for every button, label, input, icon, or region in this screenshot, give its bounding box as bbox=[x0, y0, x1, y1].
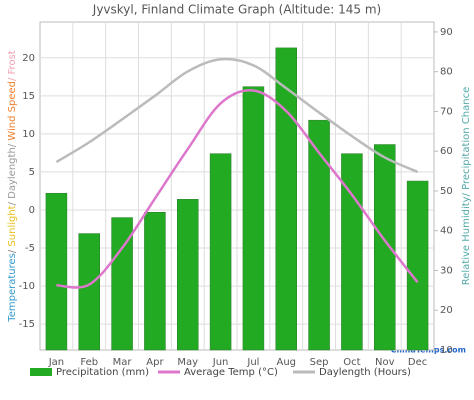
x-tick-label: Jun bbox=[212, 357, 229, 368]
y2-tick-label: 30 bbox=[440, 265, 453, 276]
bar bbox=[275, 47, 297, 351]
y2-axis-label: Relative Humidity/ Precipitation Chance bbox=[461, 87, 472, 286]
x-tick-label: Jan bbox=[48, 357, 64, 368]
y-axis-label-part: / Daylength/ bbox=[7, 141, 18, 206]
y-tick-label: -15 bbox=[19, 319, 35, 330]
y2-tick-label: 90 bbox=[440, 27, 453, 38]
y-axis-label-part: Sunlight bbox=[7, 205, 18, 246]
x-tick-label: Feb bbox=[80, 357, 98, 368]
y-tick-label: -10 bbox=[19, 281, 35, 292]
y2-tick-label: 40 bbox=[440, 226, 453, 237]
y-axis-label-part: / Frost bbox=[7, 50, 18, 81]
y-tick-label: 15 bbox=[22, 91, 35, 102]
line bbox=[56, 89, 419, 289]
y-axis-label: Temperatures/ Sunlight/ Daylength/ Wind … bbox=[7, 50, 18, 322]
bar bbox=[308, 119, 330, 351]
x-tick-label: Dec bbox=[408, 357, 427, 368]
legend-label: Daylength (Hours) bbox=[319, 367, 411, 378]
chart-title: Jyvskyl, Finland Climate Graph (Altitude… bbox=[92, 3, 381, 17]
x-tick-label: Apr bbox=[146, 357, 164, 368]
line bbox=[55, 57, 419, 174]
y2-tick-label: 80 bbox=[440, 67, 453, 78]
y2-tick-label: 10 bbox=[440, 345, 453, 356]
bar bbox=[177, 199, 199, 351]
bar bbox=[341, 153, 363, 351]
bar bbox=[78, 233, 100, 351]
x-tick-label: Oct bbox=[343, 357, 360, 368]
bar bbox=[406, 180, 429, 351]
y-tick-label: 5 bbox=[29, 167, 35, 178]
y-axis-label-part: Temperatures bbox=[7, 253, 18, 323]
x-tick-label: Jul bbox=[246, 357, 259, 368]
y-axis-label-part: Wind Speed bbox=[7, 81, 18, 141]
bar bbox=[209, 153, 232, 351]
bar bbox=[111, 217, 133, 351]
y-axis-label-part: / bbox=[7, 247, 18, 254]
bar bbox=[45, 192, 68, 351]
y-tick-label: 10 bbox=[22, 129, 35, 140]
legend-label: Average Temp (°C) bbox=[184, 367, 278, 378]
bar bbox=[242, 86, 265, 351]
y2-tick-label: 60 bbox=[440, 146, 453, 157]
legend-label: Precipitation (mm) bbox=[56, 367, 149, 378]
bar bbox=[144, 212, 166, 351]
x-tick-label: Sep bbox=[310, 357, 329, 368]
y2-tick-label: 70 bbox=[440, 106, 453, 117]
y-tick-label: 20 bbox=[22, 53, 35, 64]
bar bbox=[374, 144, 396, 351]
y-tick-label: 0 bbox=[29, 205, 35, 216]
x-tick-label: May bbox=[177, 357, 198, 368]
y-tick-label: -5 bbox=[25, 243, 35, 254]
x-tick-label: Mar bbox=[113, 357, 133, 368]
x-tick-label: Aug bbox=[276, 357, 296, 368]
legend-swatch bbox=[30, 368, 52, 376]
x-tick-label: Nov bbox=[375, 357, 395, 368]
y2-tick-label: 20 bbox=[440, 305, 453, 316]
y2-tick-label: 50 bbox=[440, 186, 453, 197]
